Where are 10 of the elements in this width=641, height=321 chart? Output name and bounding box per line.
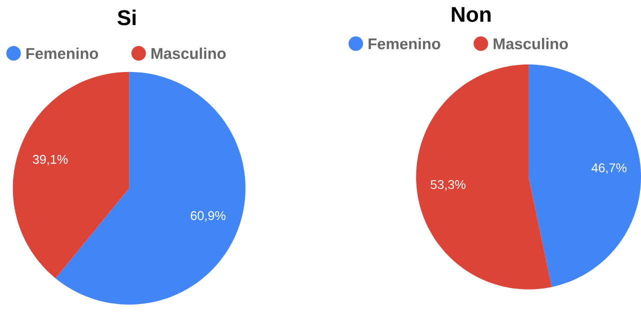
- data-label: 39,1%: [32, 154, 68, 166]
- chart-title: Non: [452, 7, 491, 22]
- chart-title: Si: [118, 10, 136, 26]
- data-label: 60,9%: [190, 211, 226, 222]
- data-label: 53,3%: [430, 180, 466, 191]
- data-label: 46,7%: [592, 163, 626, 174]
- legend-label: Masculino: [152, 48, 226, 60]
- legend-label: Femenino: [368, 38, 440, 50]
- legend-label: Masculino: [494, 38, 568, 50]
- legend-label: Femenino: [26, 48, 98, 60]
